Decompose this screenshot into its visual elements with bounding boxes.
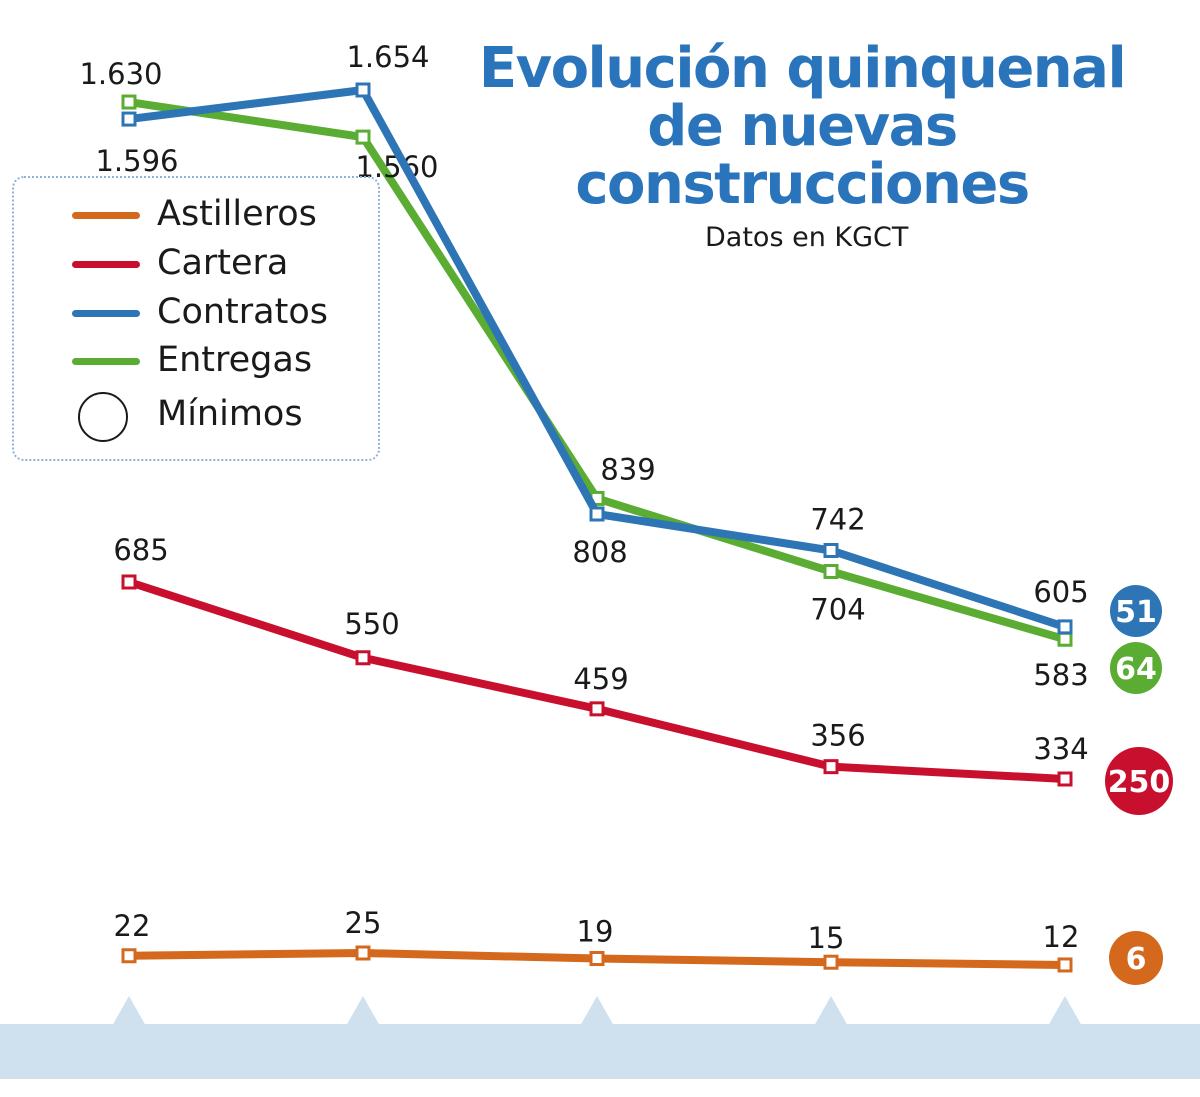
legend-item-cartera: Cartera [14, 241, 374, 287]
data-label-astilleros-3: 15 [808, 921, 845, 955]
data-label-cartera-0: 685 [113, 533, 168, 567]
axis-tick-marker-3 [814, 996, 848, 1026]
data-point-cartera-1 [355, 650, 371, 666]
legend-swatch-astilleros [72, 212, 140, 219]
legend-label-astilleros: Astilleros [157, 194, 317, 234]
minimo-badge-cartera [1105, 747, 1173, 815]
minimo-value-entregas: 64 [1115, 652, 1157, 687]
legend-label-minimos: Mínimos [157, 394, 303, 434]
data-point-astilleros-2 [589, 951, 605, 967]
data-label-contratos-0: 1.596 [95, 144, 178, 178]
data-label-entregas-3: 704 [810, 592, 865, 626]
chart-title: Evolución quinquenal de nuevas construcc… [478, 36, 1127, 217]
data-point-entregas-1 [355, 129, 371, 145]
axis-tick-marker-4 [1048, 996, 1082, 1026]
legend-swatch-entregas [72, 358, 140, 365]
data-point-entregas-0 [121, 94, 137, 110]
data-label-contratos-3: 742 [810, 502, 865, 536]
legend: Astilleros Cartera Contratos Entregas Mí… [12, 176, 380, 461]
data-point-cartera-2 [589, 701, 605, 717]
legend-swatch-cartera [72, 261, 140, 268]
legend-item-contratos: Contratos [14, 290, 374, 336]
data-label-astilleros-0: 22 [114, 909, 151, 943]
axis-tick-marker-2 [580, 996, 614, 1026]
minimo-value-astilleros: 6 [1126, 942, 1147, 977]
data-point-astilleros-1 [355, 945, 371, 961]
data-point-contratos-0 [121, 111, 137, 127]
data-point-astilleros-4 [1057, 957, 1073, 973]
data-point-entregas-3 [823, 563, 839, 579]
data-point-entregas-4 [1057, 631, 1073, 647]
minimo-value-contratos: 51 [1115, 595, 1157, 630]
legend-label-contratos: Contratos [157, 292, 328, 332]
data-label-contratos-4: 605 [1033, 575, 1088, 609]
legend-item-entregas: Entregas [14, 338, 374, 384]
data-point-cartera-3 [823, 759, 839, 775]
legend-item-minimos: Mínimos [14, 392, 374, 442]
data-label-contratos-1: 1.654 [346, 40, 429, 74]
data-point-cartera-4 [1057, 771, 1073, 787]
data-label-entregas-0: 1.630 [79, 57, 162, 91]
data-label-astilleros-4: 12 [1043, 920, 1080, 954]
data-label-astilleros-2: 19 [577, 915, 614, 949]
data-label-contratos-2: 808 [572, 535, 627, 569]
legend-label-entregas: Entregas [157, 340, 313, 380]
data-label-entregas-2: 839 [600, 452, 655, 486]
data-label-cartera-3: 356 [810, 719, 865, 753]
x-axis-band [0, 1024, 1200, 1079]
legend-label-cartera: Cartera [157, 243, 289, 283]
legend-item-astilleros: Astilleros [14, 192, 374, 238]
data-label-entregas-4: 583 [1033, 658, 1088, 692]
data-point-contratos-4 [1057, 619, 1073, 635]
data-point-astilleros-3 [823, 954, 839, 970]
data-label-astilleros-1: 25 [345, 906, 382, 940]
legend-swatch-contratos [72, 310, 140, 317]
data-point-contratos-1 [355, 82, 371, 98]
minimos-circle-icon [78, 392, 128, 442]
data-label-cartera-2: 459 [573, 662, 628, 696]
chart-subtitle: Datos en KGCT [705, 222, 909, 253]
minimo-badge-astilleros [1109, 931, 1163, 985]
data-point-astilleros-0 [121, 948, 137, 964]
minimo-badge-entregas [1110, 642, 1162, 694]
axis-tick-marker-0 [112, 996, 146, 1026]
minimo-badge-contratos [1110, 585, 1162, 637]
data-point-contratos-2 [589, 506, 605, 522]
minimo-value-cartera: 250 [1108, 765, 1171, 800]
data-label-cartera-1: 550 [344, 607, 399, 641]
data-point-cartera-0 [121, 574, 137, 590]
data-point-contratos-3 [823, 542, 839, 558]
data-label-cartera-4: 334 [1033, 732, 1088, 766]
axis-tick-marker-1 [346, 996, 380, 1026]
